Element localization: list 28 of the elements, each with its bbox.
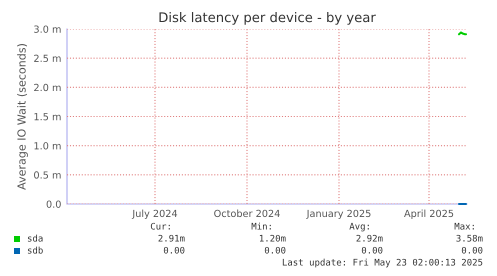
text: Avg: xyxy=(349,222,369,232)
text: Cur: xyxy=(150,222,170,230)
legend-label: sdb xyxy=(28,246,43,254)
text: Max: xyxy=(454,222,474,230)
x-tick-label: October 2024 xyxy=(214,210,280,218)
y-tick-label: 2.0 m xyxy=(34,84,61,92)
text: 0.00 xyxy=(362,246,382,254)
y-tick-label: 3.0 m xyxy=(34,25,61,33)
text: 0.00 xyxy=(462,246,482,254)
text: 1.20m xyxy=(260,234,286,242)
y-tick-label: 0.5 m xyxy=(34,171,61,179)
text: Min: xyxy=(252,222,271,230)
x-tick-label: April 2025 xyxy=(404,210,454,219)
y-tick-label: 1.5 m xyxy=(34,113,61,120)
text: 2.92m xyxy=(356,234,383,242)
text: 2.91m xyxy=(158,234,185,242)
text: 3.58m xyxy=(456,234,483,242)
text: Last update: Fri May 23 02:00:13 2025 xyxy=(282,258,482,268)
text: 0.00 xyxy=(264,246,286,254)
x-tick-label: July 2024 xyxy=(132,210,178,219)
legend-label: sda xyxy=(28,234,43,242)
chart-title: Disk latency per device - by year xyxy=(159,12,376,25)
x-tick-label: January 2025 xyxy=(306,210,370,219)
y-tick-label: 0.0 xyxy=(46,200,61,208)
y-tick-label: 1.0 m xyxy=(34,142,61,150)
y-tick-label: 2.5 m xyxy=(34,54,61,62)
text: 0.00 xyxy=(164,246,184,254)
y-axis-title: Average IO Wait (seconds) xyxy=(17,44,28,190)
